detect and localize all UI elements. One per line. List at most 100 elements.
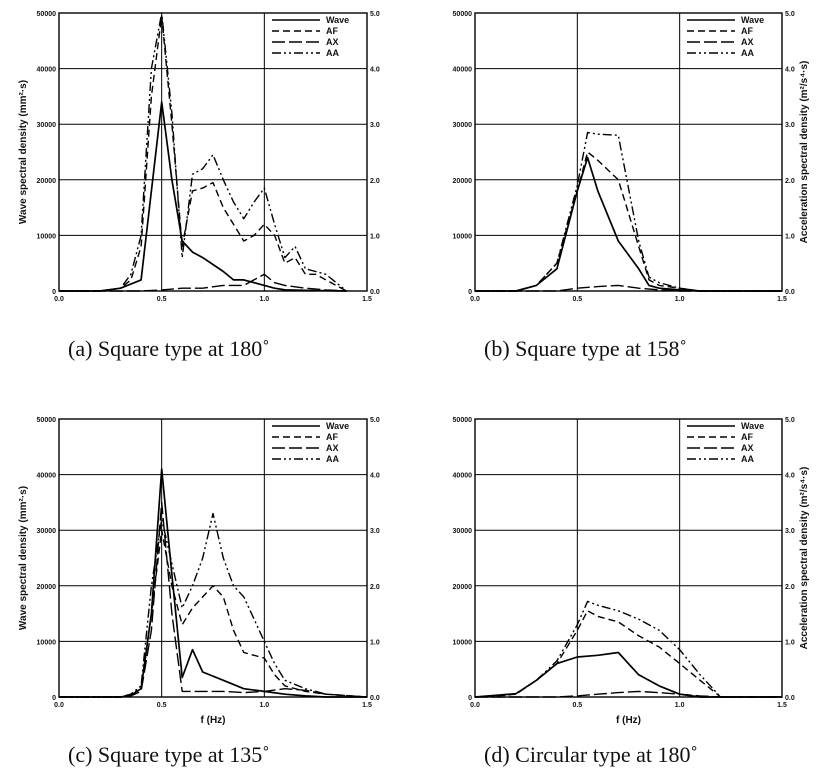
legend-label: AF (741, 26, 753, 36)
series-line-af (474, 610, 782, 698)
left-axis-label: Wave spectral density (mm²·s) (18, 80, 29, 224)
legend-label: Wave (326, 421, 349, 431)
legend-label: Wave (741, 15, 764, 25)
left-tick-label: 50000 (37, 11, 57, 18)
right-tick-label: 0.0 (370, 289, 380, 296)
right-tick-label: 2.0 (370, 584, 380, 591)
legend-label: AF (326, 26, 338, 36)
right-tick-label: 1.0 (370, 639, 380, 646)
plot-frame (474, 12, 783, 292)
x-tick-label: 1.0 (259, 296, 269, 303)
legend-label: Wave (741, 421, 764, 431)
series-line-af (59, 15, 347, 292)
x-tick-label: 1.5 (362, 296, 372, 303)
legend-label: Wave (326, 15, 349, 25)
x-tick-label: 1.0 (675, 702, 685, 709)
left-tick-label: 40000 (37, 67, 57, 74)
chart-panel-d: 0 10000 20000 30000 40000 50000 0.0 1.0 2.0 3.0 4.… (453, 417, 810, 726)
caption-b: (b) Square type at 158˚ (484, 336, 687, 361)
right-tick-label: 5.0 (785, 417, 795, 424)
right-tick-label: 0.0 (785, 289, 795, 296)
left-tick-label: 40000 (453, 67, 473, 74)
left-tick-label: 40000 (453, 473, 473, 480)
right-tick-label: 3.0 (370, 528, 380, 535)
left-tick-label: 30000 (37, 528, 57, 535)
legend-label: AA (326, 454, 339, 464)
left-tick-label: 0 (468, 289, 472, 296)
x-tick-label: 1.0 (675, 296, 685, 303)
right-tick-label: 5.0 (785, 11, 795, 18)
legend-label: AA (741, 48, 754, 58)
series-line-ax (59, 273, 347, 292)
legend-label: AA (741, 454, 754, 464)
left-tick-label: 30000 (453, 122, 473, 129)
left-tick-label: 20000 (37, 584, 57, 591)
left-tick-label: 10000 (453, 639, 473, 646)
series-line-wave (475, 156, 782, 292)
right-tick-label: 2.0 (370, 178, 380, 185)
right-tick-label: 1.0 (785, 233, 795, 240)
x-tick-label: 1.5 (777, 296, 787, 303)
left-tick-label: 50000 (453, 11, 473, 18)
legend-label: AF (326, 432, 338, 442)
right-tick-label: 1.0 (785, 639, 795, 646)
x-tick-label: 0.0 (54, 296, 64, 303)
x-tick-label: 0.0 (470, 296, 480, 303)
caption-d: (d) Circular type at 180˚ (484, 742, 698, 767)
x-tick-label: 1.5 (362, 702, 372, 709)
legend-label: AX (326, 443, 339, 453)
series-line-ax (59, 501, 368, 698)
left-tick-label: 20000 (37, 178, 57, 185)
x-tick-label: 0.5 (157, 296, 167, 303)
chart-panel-a: 0 10000 20000 30000 40000 50000 0.0 1.0 2.0 3.0 4.… (18, 11, 380, 303)
right-tick-label: 3.0 (785, 528, 795, 535)
series-line-aa (59, 512, 368, 698)
x-tick-label: 1.0 (259, 702, 269, 709)
plot-frame (474, 418, 783, 698)
x-tick-label: 0.5 (572, 296, 582, 303)
series-line-aa (475, 131, 782, 292)
left-tick-label: 10000 (37, 639, 57, 646)
right-axis-label: Acceleration spectral density (m²/s⁴·s) (799, 61, 810, 244)
left-axis-label: Wave spectral density (mm²·s) (18, 486, 29, 630)
series-line-aa (474, 600, 782, 698)
right-tick-label: 2.0 (785, 584, 795, 591)
left-tick-label: 20000 (453, 178, 473, 185)
right-tick-label: 4.0 (370, 67, 380, 74)
right-tick-label: 0.0 (785, 695, 795, 702)
x-tick-label: 0.0 (54, 702, 64, 709)
right-tick-label: 4.0 (785, 473, 795, 480)
legend-label: AX (741, 443, 754, 453)
chart-panel-c: 0 10000 20000 30000 40000 50000 0.0 1.0 2.0 3.0 4.… (18, 417, 380, 726)
left-tick-label: 50000 (37, 417, 57, 424)
right-tick-label: 1.0 (370, 233, 380, 240)
series-line-wave (59, 101, 347, 292)
chart-panel-b: 0 10000 20000 30000 40000 50000 0.0 1.0 2.0 3.0 4.… (453, 11, 810, 303)
series-line-wave (59, 468, 367, 698)
series-line-af (475, 151, 782, 292)
left-tick-label: 50000 (453, 417, 473, 424)
left-tick-label: 0 (468, 695, 472, 702)
right-tick-label: 2.0 (785, 178, 795, 185)
plot-frame (58, 12, 368, 292)
x-tick-label: 0.5 (572, 702, 582, 709)
legend-label: AF (741, 432, 753, 442)
series-line-af (59, 529, 368, 698)
right-tick-label: 4.0 (785, 67, 795, 74)
x-axis-label: f (Hz) (201, 715, 226, 726)
left-tick-label: 30000 (37, 122, 57, 129)
legend-label: AX (741, 37, 754, 47)
left-tick-label: 30000 (453, 528, 473, 535)
right-tick-label: 5.0 (370, 11, 380, 18)
series-line-ax (475, 690, 782, 698)
left-tick-label: 40000 (37, 473, 57, 480)
caption-a: (a) Square type at 180˚ (68, 336, 270, 361)
right-tick-label: 4.0 (370, 473, 380, 480)
right-tick-label: 3.0 (785, 122, 795, 129)
x-tick-label: 0.0 (470, 702, 480, 709)
legend-label: AA (326, 48, 339, 58)
plot-frame (58, 418, 368, 698)
left-tick-label: 0 (52, 695, 56, 702)
x-tick-label: 1.5 (777, 702, 787, 709)
